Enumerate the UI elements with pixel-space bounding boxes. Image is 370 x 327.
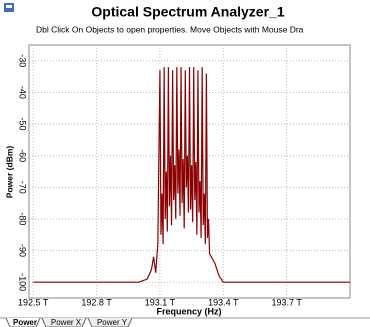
tab[interactable] [87,317,133,327]
tab[interactable] [5,317,41,327]
y-tick-label: -50 [18,118,28,131]
spectrum-line [33,67,350,283]
y-tick-label: -100 [18,273,28,291]
tab[interactable] [41,317,87,327]
x-tick-label: 192.8 T [81,297,112,307]
tab-label[interactable]: Power Y [97,318,128,327]
subtitle: Dbl Click On Objects to open properties.… [36,24,304,34]
x-axis-label: Frequency (Hz) [156,306,221,316]
app-icon-detail [6,5,12,8]
y-tick-label: -80 [18,212,28,225]
title: Optical Spectrum Analyzer_1 [91,4,284,20]
tab-label[interactable]: Power X [51,318,82,327]
y-tick-label: -70 [18,181,28,194]
y-tick-label: -90 [18,244,28,257]
y-axis-label: Power (dBm) [4,146,14,199]
x-tick-label: 193.1 T [145,297,176,307]
y-tick-label: -60 [18,149,28,162]
x-tick-label: 192.5 T [18,297,49,307]
x-tick-label: 193.4 T [208,297,239,307]
y-tick-label: -40 [18,86,28,99]
x-tick-label: 193.7 T [271,297,302,307]
tab-label[interactable]: Power [13,318,37,327]
y-tick-label: -30 [18,54,28,67]
tab-bar: Power Power X Power Y [5,317,133,327]
